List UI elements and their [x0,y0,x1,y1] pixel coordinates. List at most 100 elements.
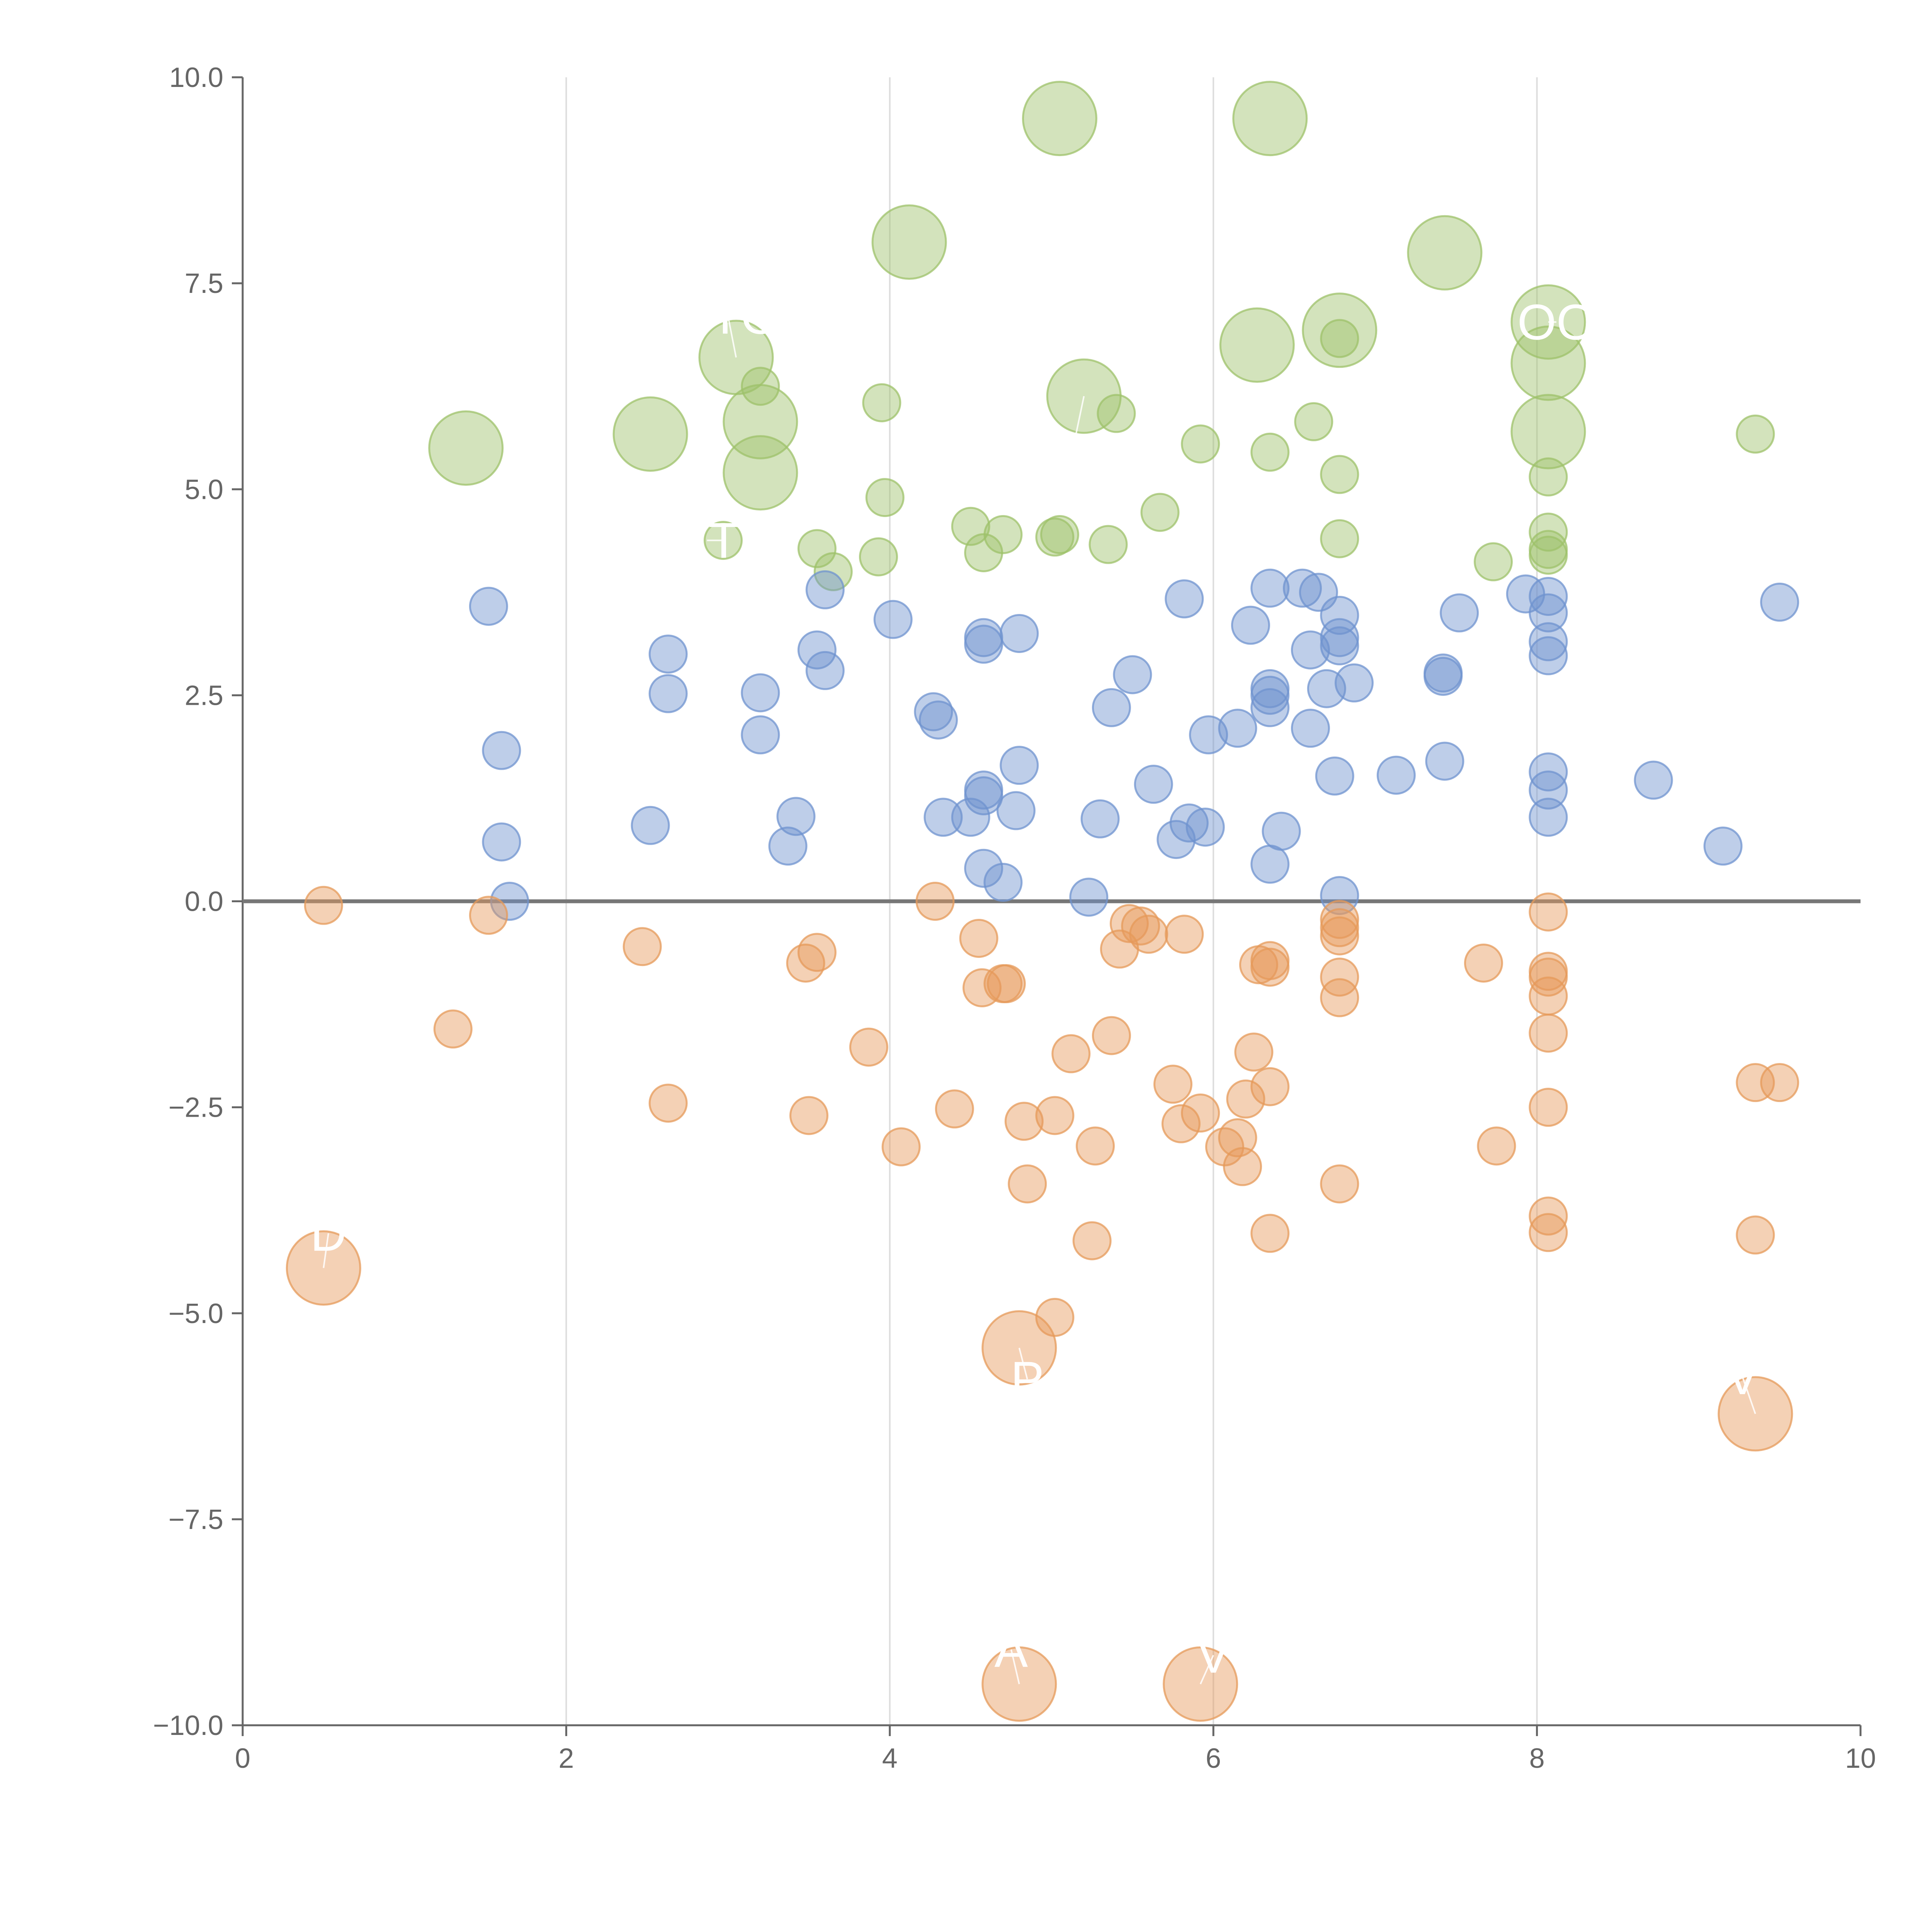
label-leader-line [1010,1649,1020,1684]
bubble-point [1250,568,1290,608]
bubble-point [881,1127,921,1167]
bubble-point [1088,525,1128,564]
y-tick-label: −5.0 [168,1298,223,1329]
bubble-point [1051,1034,1091,1073]
label-leader-line [727,316,737,358]
bubble-point [1529,536,1568,575]
bubble-large [612,396,688,472]
bubble-point [1250,947,1290,987]
label-leader-line [1070,396,1085,458]
bubble-point [469,896,508,935]
bubble-point [964,624,1003,664]
bubble-large [1232,81,1308,156]
point-label: V [1726,1349,1759,1405]
bubble-point [482,731,521,770]
bubble-point [1736,414,1775,454]
bubble-point [1529,636,1568,675]
bubble-point [768,827,808,866]
bubble-point [1250,675,1290,715]
bubble-point [1250,432,1290,472]
bubble-point [1100,929,1139,969]
y-tick-label: 0.0 [185,886,223,917]
bubble-point [776,797,816,836]
bubble-point [1320,618,1359,657]
bubble-point [1218,1118,1257,1158]
y-tick-label: 10.0 [169,62,223,93]
y-tick-label: 2.5 [185,680,223,711]
bubble-point [1291,630,1330,670]
y-tick-label: 5.0 [185,474,223,505]
bubble-large [723,435,798,511]
bubble-point [873,600,913,639]
bubble-point [915,882,955,921]
bubble-point [1320,626,1359,665]
bubble-point [1320,957,1359,997]
point-label: OO [1517,294,1595,350]
bubble-point [1113,655,1152,694]
point-label: VT [675,512,739,568]
bubble-point [805,651,845,690]
y-tick-label: −2.5 [168,1092,223,1123]
bubble-point [1320,455,1359,494]
bubble-point [1703,827,1743,866]
bubble-point [1250,1214,1290,1253]
bubble-point [797,630,837,670]
point-label: V [1197,1627,1230,1684]
bubble-large [428,410,504,486]
bubble-point [1092,688,1131,727]
x-tick-label: 2 [558,1743,574,1774]
x-tick-label: 6 [1206,1743,1221,1774]
bubble-point [951,798,990,837]
bubble-point [964,533,1003,572]
bubble-point [1529,1014,1568,1053]
bubble-point [1474,542,1513,582]
bubble-point [1529,770,1568,810]
points-layer [286,81,1799,1722]
bubble-point [741,673,780,713]
bubble-point [631,806,670,845]
bubble-point [859,537,898,577]
x-tick-label: 10 [1845,1743,1876,1774]
bubble-point [1320,908,1359,947]
bubble-point [1076,1126,1115,1166]
bubble-point [1529,577,1568,616]
point-label: REL [1022,430,1120,486]
bubble-point [1185,808,1225,847]
bubble-point [1477,1126,1516,1166]
bubble-point [1376,755,1416,795]
point-label: BTG [676,288,779,344]
bubble-point [1529,512,1568,552]
bubble-point [786,943,825,983]
bubble-point [1097,394,1136,433]
bubble-point [1250,845,1290,884]
bubble-point [490,882,529,921]
bubble-large [1510,394,1586,469]
y-tick-label: −10.0 [153,1710,223,1741]
bubble-point [797,529,837,568]
bubble-point [1008,1164,1047,1204]
bubble-point [1004,1102,1044,1141]
bubble-point [1080,799,1120,838]
label-leader-line [1018,1347,1028,1379]
y-tick-label: −7.5 [168,1504,223,1535]
bubble-large [871,204,947,280]
bubble-point [1000,614,1039,653]
axes-layer: 0 2 4 6 8 10 10.0 7.5 5.0 2.5 0.0 −2.5 −5.0 −7.5 −10.0 [153,62,1876,1774]
bubble-point [1169,803,1209,843]
bubble-point [918,700,958,740]
bubble-point [622,927,662,966]
bubble-point [1320,596,1359,635]
bubble-point [741,715,780,755]
x-tick-label: 4 [882,1743,898,1774]
bubble-point [983,862,1023,902]
bubble-point [1529,593,1568,633]
bubble-point [964,849,1003,888]
bubble-point [1069,878,1109,917]
bubble-point [1189,715,1228,755]
bubble-point [1423,656,1463,696]
point-labels-layer: D BTG VT REL OO P V V A [310,288,1759,1685]
point-label: P [1010,1351,1044,1407]
bubble-point [1315,756,1354,796]
bubble-point [1072,1221,1112,1260]
